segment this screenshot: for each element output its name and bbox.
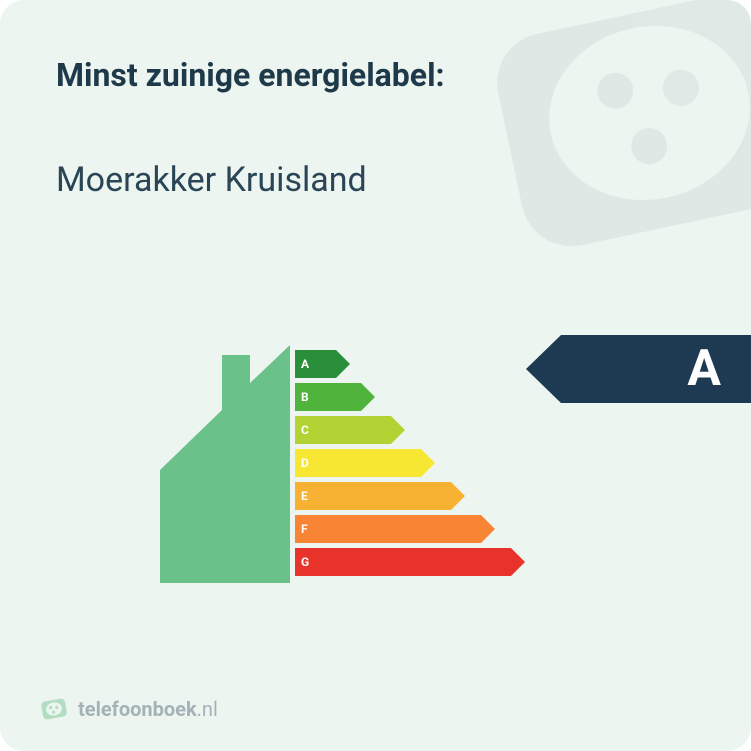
page-title: Minst zuinige energielabel: xyxy=(56,56,445,94)
footer-logo-icon xyxy=(40,695,68,723)
energy-bar xyxy=(295,449,435,477)
energy-bar-label: A xyxy=(301,357,309,371)
energy-bar-label: B xyxy=(301,390,309,404)
watermark-icon xyxy=(471,0,751,300)
energy-bar-label: C xyxy=(301,423,309,437)
footer-brand-text: telefoonboek.nl xyxy=(78,697,218,721)
energy-bar-label: E xyxy=(301,489,308,503)
energy-bar xyxy=(295,515,495,543)
footer-brand-light: .nl xyxy=(197,697,218,721)
energy-label-card: Minst zuinige energielabel: Moerakker Kr… xyxy=(0,0,751,751)
energy-bar xyxy=(295,482,465,510)
footer-brand: telefoonboek.nl xyxy=(40,695,218,723)
energy-bar xyxy=(295,548,525,576)
grade-badge: A xyxy=(526,335,751,403)
energy-bar-label: F xyxy=(301,522,308,536)
energy-bar-label: D xyxy=(301,456,309,470)
house-icon xyxy=(130,345,290,585)
location-name: Moerakker Kruisland xyxy=(56,160,367,200)
footer-brand-bold: telefoonboek xyxy=(78,697,197,721)
energy-bar xyxy=(295,416,405,444)
grade-letter: A xyxy=(687,340,721,398)
energy-bar-label: G xyxy=(301,555,309,569)
